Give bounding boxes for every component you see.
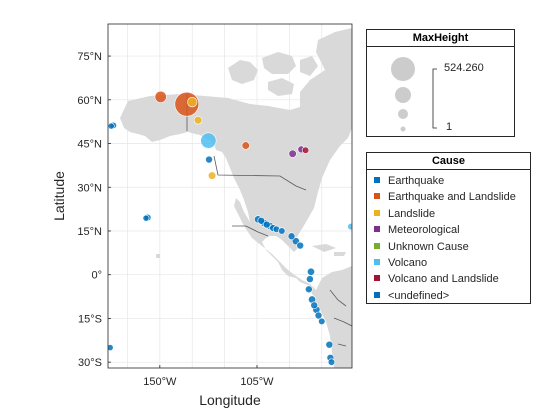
cause-legend-marker [374, 193, 380, 200]
lat-tick-label: 15°N [77, 226, 102, 238]
cause-legend-label: Volcano [388, 257, 428, 269]
cause-legend-label: Volcano and Landslide [388, 273, 499, 286]
lat-tick-label: 45°N [77, 139, 102, 151]
lon-tick-label: 150°W [143, 376, 177, 388]
tsunami-point [241, 141, 250, 150]
axis-ticks: 75°N 60°N 45°N 30°N 15°N 0° 15°S 30°S 150°W 105°W [77, 51, 274, 388]
tsunami-point [318, 317, 326, 325]
cause-legend-marker [374, 275, 380, 282]
cause-legend-item: Landslide [374, 207, 435, 222]
cause-legend-marker [374, 291, 380, 298]
size-legend-bracket [432, 68, 437, 129]
cause-legend-item: Unknown Cause [374, 240, 469, 255]
cause-legend-marker [374, 177, 380, 184]
tsunami-point [306, 267, 315, 276]
tsunami-point [327, 358, 336, 366]
lat-tick-label: 15°S [78, 313, 102, 325]
lat-tick-label: 60°N [77, 95, 102, 107]
land-caribbean [312, 244, 346, 256]
cause-legend-marker [374, 226, 380, 233]
cause-legend-title: Cause [367, 153, 530, 170]
cause-legend-label: <undefined> [388, 289, 450, 302]
cause-legend-label: Earthquake and Landslide [388, 191, 516, 204]
lat-tick-label: 0° [91, 270, 102, 282]
cause-legend-marker [374, 242, 380, 249]
land-greenland [316, 28, 352, 96]
tsunami-point [314, 311, 323, 320]
cause-legend-label: Landslide [388, 207, 436, 220]
x-axis-label: Longitude [199, 392, 261, 408]
us-mexico-border [232, 225, 269, 237]
map-frame [107, 23, 353, 369]
size-legend-bubble-small [398, 109, 408, 119]
cause-legend-item: Earthquake [374, 174, 444, 189]
y-axis-label: Latitude [51, 171, 67, 221]
tsunami-point [257, 216, 266, 225]
cause-legend-label: Unknown Cause [388, 240, 469, 253]
tsunami-points [108, 90, 352, 366]
tsunami-point [310, 301, 319, 310]
size-legend-graphic [391, 57, 437, 132]
lat-tick-label: 75°N [77, 51, 102, 63]
south-america-borders [329, 289, 352, 347]
tsunami-point [108, 122, 115, 130]
land-arctic-islands [228, 52, 318, 96]
cause-legend: Cause Earthquake Earthquake and Landslide… [366, 152, 531, 304]
cause-legend-marker [374, 209, 380, 216]
cause-legend-item: Meteorological [374, 223, 460, 238]
lat-tick-label: 30°S [78, 357, 102, 369]
tsunami-point [193, 115, 203, 125]
lon-tick-label: 105°W [240, 376, 274, 388]
tsunami-point [154, 90, 167, 103]
size-legend-max: 524.260 [444, 62, 484, 74]
size-legend-bubble-medium [395, 87, 411, 103]
tsunami-point [306, 275, 314, 283]
tsunami-point [325, 340, 334, 349]
cause-legend-item: Earthquake and Landslide [374, 190, 516, 205]
tsunami-point [205, 155, 213, 164]
tsunami-point [200, 132, 217, 149]
tsunami-point [287, 232, 296, 241]
size-legend-bubble-min [400, 126, 406, 132]
tsunami-point [207, 171, 217, 180]
size-legend-min: 1 [446, 121, 453, 133]
size-legend-title: MaxHeight [367, 30, 514, 47]
land-hawaii [156, 254, 160, 258]
tsunami-point [288, 149, 297, 158]
tsunami-point [301, 146, 310, 154]
tsunami-point [142, 214, 150, 222]
lat-tick-label: 30°N [77, 182, 102, 194]
land-south-america [314, 266, 352, 368]
cause-legend-label: Earthquake [388, 175, 445, 187]
tsunami-point [262, 220, 271, 229]
tsunami-point [108, 344, 114, 351]
tsunami-point [187, 97, 198, 108]
cause-legend-label: Meteorological [388, 224, 460, 237]
size-legend: MaxHeight 524.260 1 [366, 29, 515, 137]
cause-legend-item: <undefined> [374, 289, 449, 304]
tsunami-point [278, 227, 286, 235]
cause-legend-item: Volcano and Landslide [374, 272, 499, 287]
size-legend-bubble-large [391, 57, 415, 81]
tsunami-point [347, 222, 352, 231]
cause-legend-marker [374, 259, 380, 266]
tsunami-point [304, 285, 313, 294]
tsunami-point [296, 241, 304, 250]
cause-legend-item: Volcano [374, 256, 427, 271]
